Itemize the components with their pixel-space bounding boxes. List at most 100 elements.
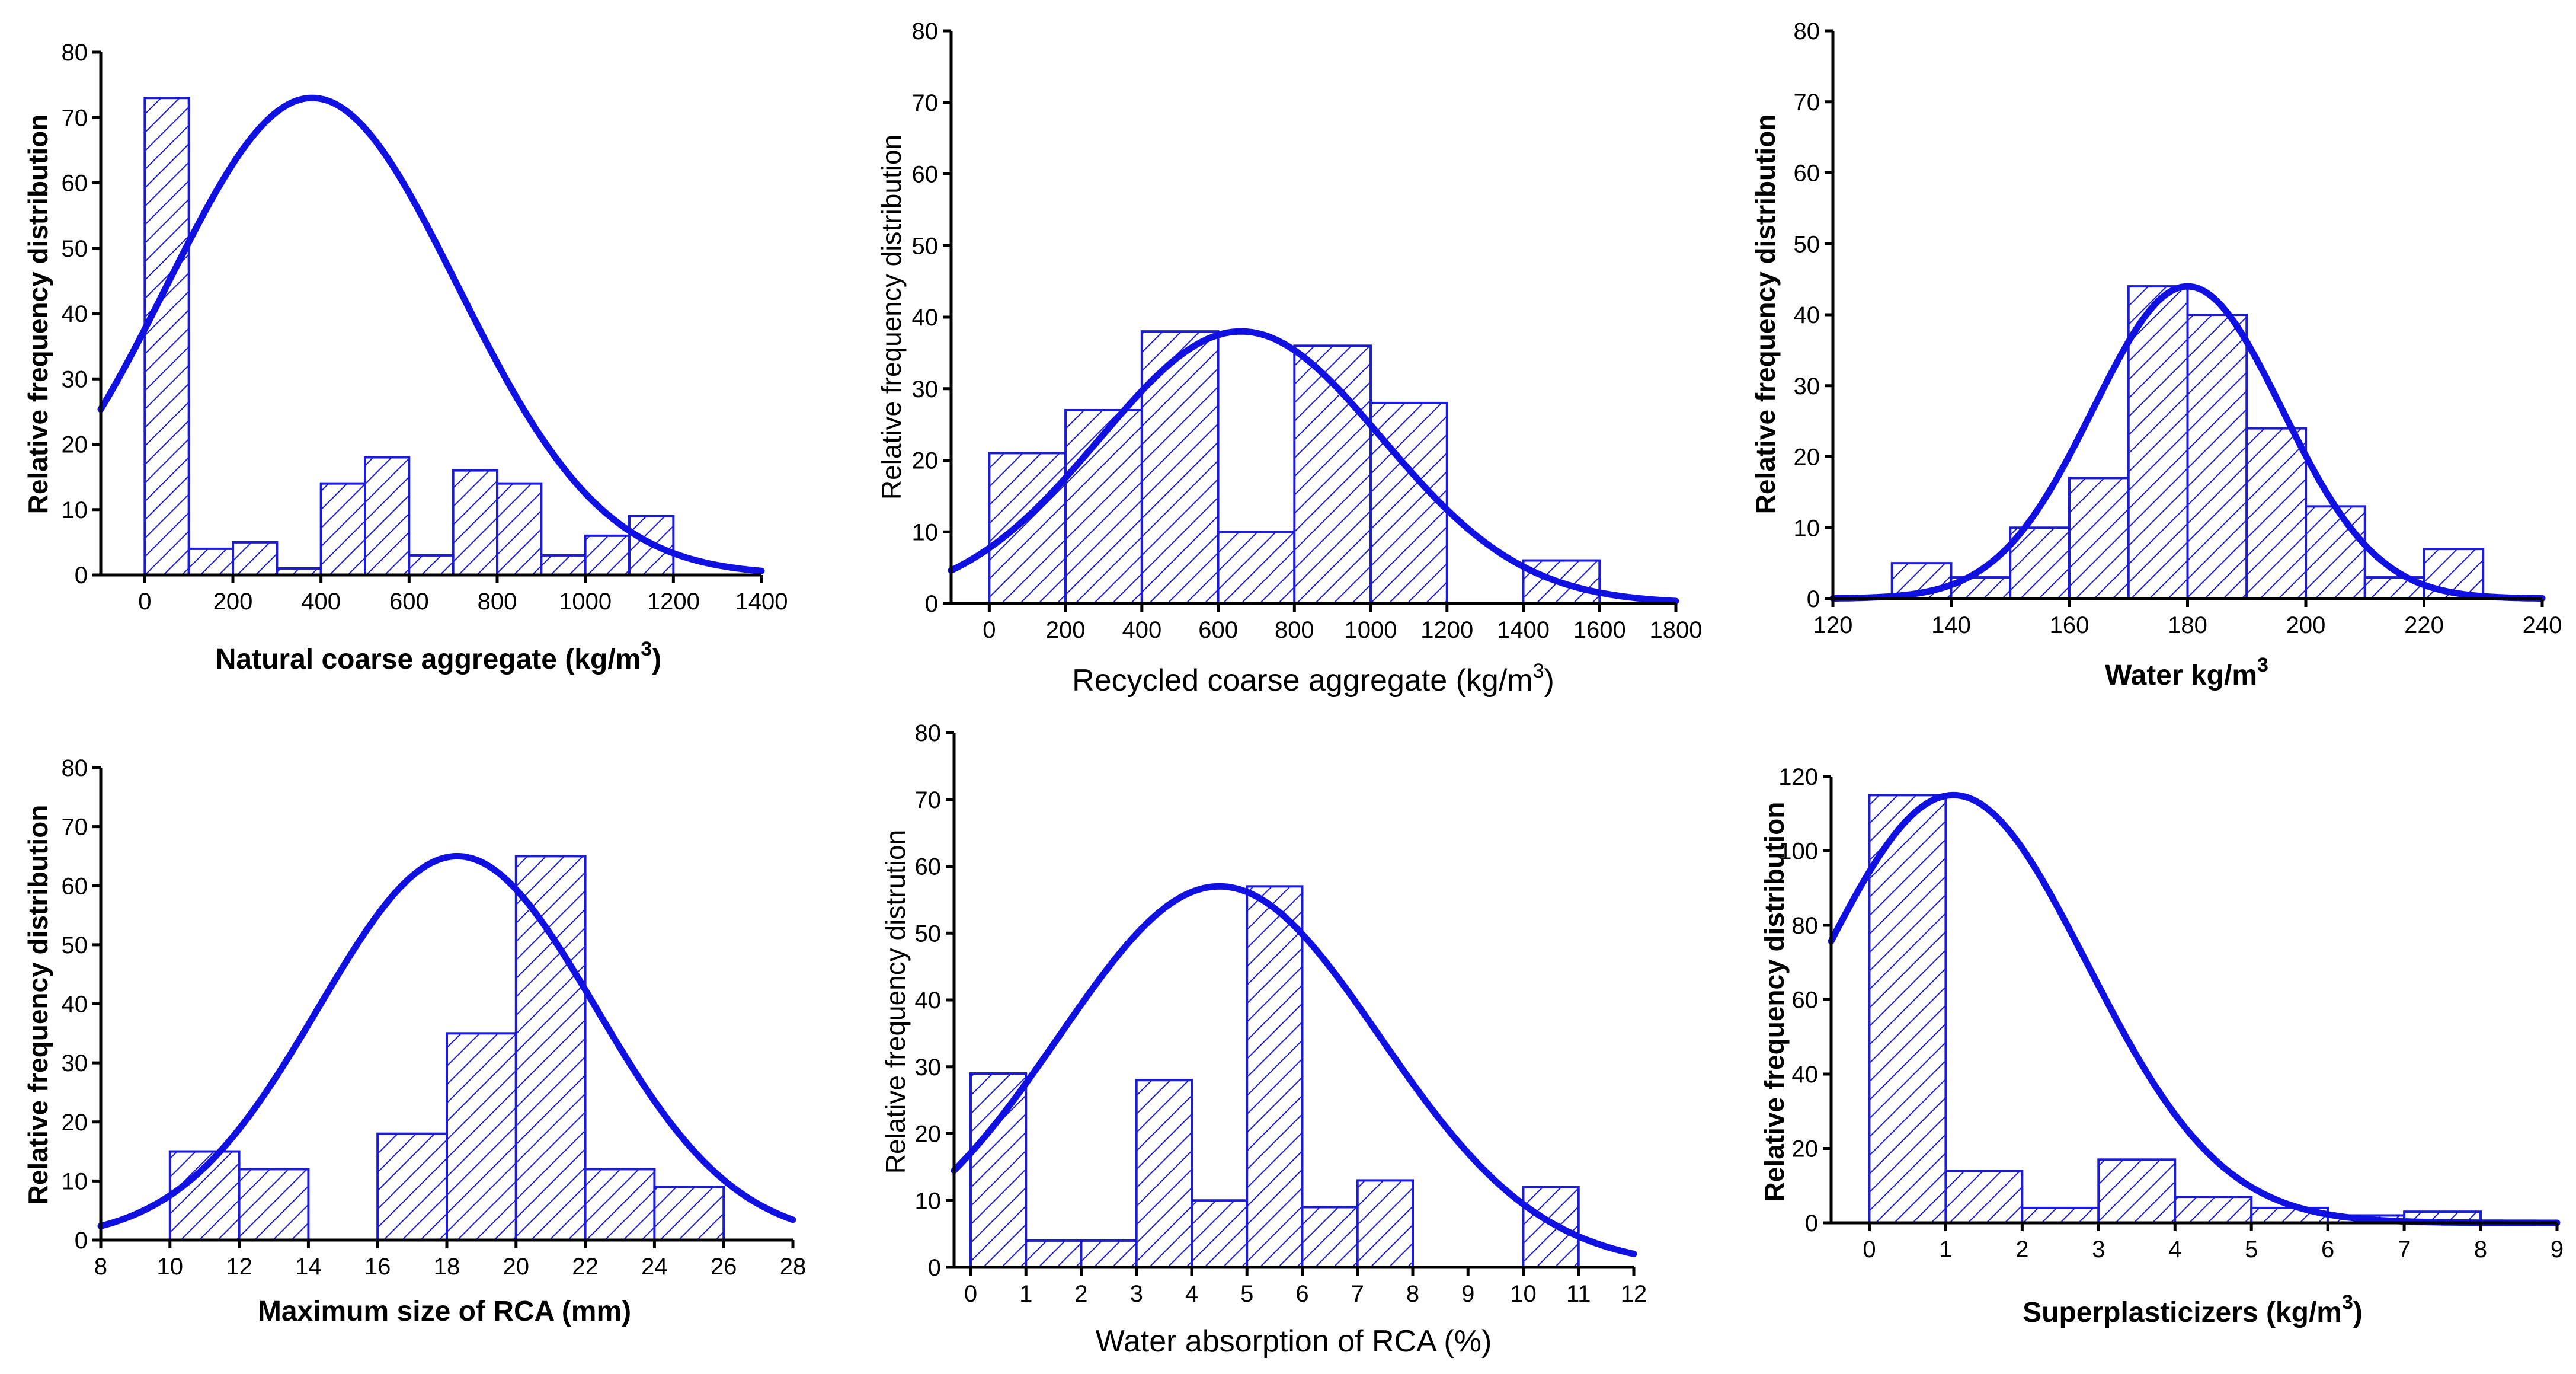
y-tick-label: 20 (1794, 445, 1820, 471)
y-tick-label: 20 (912, 448, 939, 474)
histogram-bar (584, 1168, 656, 1241)
x-tick-label: 200 (1046, 617, 1086, 643)
x-tick-label: 1800 (1650, 617, 1703, 643)
histogram-bar (2009, 526, 2071, 600)
x-tick-label: 20 (503, 1254, 530, 1280)
x-tick-label: 4 (2168, 1236, 2181, 1263)
x-tick-label: 1600 (1573, 617, 1626, 643)
y-tick-label: 0 (1807, 586, 1820, 612)
x-tick-label: 140 (1931, 612, 1971, 638)
x-tick-label: 8 (1406, 1281, 1419, 1307)
y-tick-label: 10 (62, 1168, 88, 1194)
histogram-bar (143, 97, 190, 577)
x-tick-label: 18 (434, 1254, 460, 1280)
normal-fit-curve (951, 883, 1637, 1257)
x-tick-label: 800 (1275, 617, 1314, 643)
histogram-bar (1217, 531, 1296, 605)
y-tick-label: 50 (1794, 231, 1820, 257)
y-tick-label: 30 (62, 1050, 88, 1076)
y-tick-label: 40 (1792, 1062, 1819, 1088)
x-axis-label: Water kg/m3 (2105, 654, 2268, 691)
x-tick-label: 1400 (1497, 617, 1550, 643)
x-tick-label: 120 (1813, 612, 1853, 638)
histogram-bar (1140, 330, 1220, 605)
x-tick-label: 800 (478, 589, 517, 615)
x-tick-label: 400 (1122, 617, 1161, 643)
x-tick-label: 240 (2523, 612, 2562, 638)
y-tick-label: 20 (915, 1121, 942, 1148)
x-tick-label: 10 (157, 1254, 184, 1280)
y-axis-label: Relative frequency distribution (876, 135, 907, 500)
x-tick-label: 3 (2092, 1236, 2105, 1263)
x-tick-label: 9 (2551, 1236, 2564, 1263)
histogram-bar (452, 469, 499, 576)
histogram-bar (1369, 401, 1448, 605)
y-tick-label: 20 (62, 1110, 88, 1136)
y-tick-label: 0 (928, 1255, 941, 1281)
histogram-bar (496, 482, 543, 577)
x-tick-label: 6 (2321, 1236, 2334, 1263)
y-tick-label: 80 (62, 40, 88, 66)
x-tick-label: 1200 (647, 589, 700, 615)
x-axis-label: Water absorption of RCA (%) (1096, 1324, 1492, 1359)
x-tick-label: 1 (1019, 1281, 1032, 1307)
y-tick-label: 100 (1778, 839, 1818, 865)
y-tick-label: 70 (1794, 90, 1820, 116)
y-tick-label: 80 (1792, 913, 1819, 939)
x-tick-label: 2 (2015, 1236, 2028, 1263)
chart-panel-3: 0 10 20 30 40 50 60 70 80 120 140 160 180 200 220 240 Wa… (1750, 18, 2562, 691)
x-tick-label: 12 (226, 1254, 252, 1280)
y-axis-label: Relative frequency distribution (1759, 802, 1790, 1202)
histogram-bar (1944, 1170, 2024, 1225)
x-tick-label: 7 (1351, 1281, 1364, 1307)
histogram-bar (319, 482, 367, 577)
histogram-bar (187, 547, 234, 577)
y-tick-label: 80 (62, 755, 88, 781)
x-tick-label: 12 (1621, 1281, 1647, 1307)
x-tick-label: 0 (138, 589, 151, 615)
y-tick-label: 60 (915, 854, 942, 880)
y-tick-label: 0 (925, 591, 938, 617)
y-tick-label: 50 (62, 236, 88, 262)
histogram-bar (168, 1150, 241, 1241)
histogram-bar (1080, 1239, 1138, 1268)
chart-panel-6: 0 20 40 60 80 100 120 0 1 2 3 4 5 6 7 8 9 Superplasticize… (1759, 764, 2564, 1328)
x-tick-label: 200 (213, 589, 253, 615)
y-tick-label: 80 (1794, 18, 1820, 44)
x-tick-label: 1000 (559, 589, 612, 615)
y-tick-label: 10 (1794, 515, 1820, 541)
y-tick-label: 20 (62, 432, 88, 458)
y-tick-label: 10 (915, 1188, 942, 1214)
x-tick-label: 0 (964, 1281, 977, 1307)
histogram-bar (2174, 1196, 2253, 1224)
y-tick-label: 40 (1794, 302, 1820, 328)
y-axis-label: Relative frequency distribution (23, 114, 53, 515)
y-tick-label: 50 (912, 233, 939, 259)
y-axis-label: Relative frequency distribution (23, 805, 53, 1205)
histogram-bar (1301, 1206, 1359, 1269)
histogram-bar (2305, 505, 2366, 600)
y-tick-label: 70 (915, 787, 942, 813)
y-tick-label: 80 (915, 720, 942, 746)
x-tick-label: 8 (94, 1254, 107, 1280)
histogram-bar (969, 1072, 1028, 1269)
y-tick-label: 0 (75, 563, 88, 589)
histogram-bar (364, 456, 411, 576)
x-tick-label: 2 (1074, 1281, 1087, 1307)
x-tick-label: 3 (1130, 1281, 1143, 1307)
x-tick-label: 220 (2404, 612, 2444, 638)
normal-fit-curve (97, 94, 765, 574)
histogram-bar (376, 1132, 449, 1242)
x-tick-label: 10 (1510, 1281, 1537, 1307)
x-axis-label: Recycled coarse aggregate (kg/m3) (1072, 660, 1554, 698)
x-tick-label: 5 (1240, 1281, 1253, 1307)
x-tick-label: 6 (1295, 1281, 1308, 1307)
y-tick-label: 120 (1778, 764, 1818, 790)
x-tick-label: 600 (389, 589, 429, 615)
y-axis-label: Relative frequency distrution (880, 830, 911, 1174)
histogram-bar (2186, 314, 2248, 600)
histogram-bar (1025, 1239, 1083, 1268)
